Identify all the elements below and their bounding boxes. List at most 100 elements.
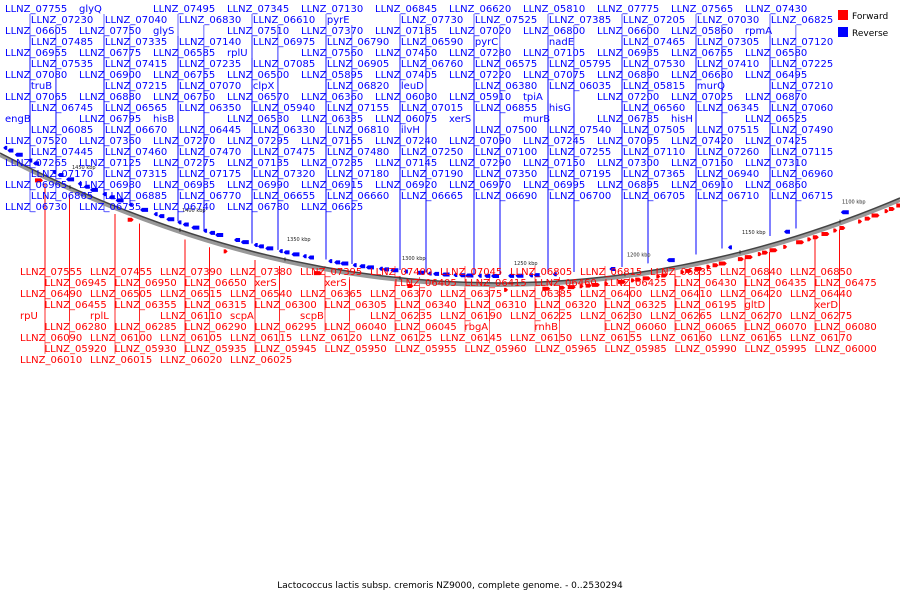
gene-label: LLNZ_06110 xyxy=(160,311,222,322)
gene-label: LLNZ_06015 xyxy=(90,355,152,366)
forward-gene-arrow xyxy=(694,266,703,271)
reverse-gene-arrow xyxy=(77,181,82,186)
gene-label: LLNZ_07560 xyxy=(301,48,363,59)
reverse-gene-arrow xyxy=(433,271,440,276)
backbone-line xyxy=(0,152,900,284)
gene-label: LLNZ_06010 xyxy=(20,355,82,366)
gene-label: LLNZ_06660 xyxy=(327,191,389,202)
gene-label: pyrE xyxy=(327,15,350,26)
gene-label: tpiA xyxy=(523,92,543,103)
gene-label: LLNZ_06270 xyxy=(720,311,782,322)
gene-label: LLNZ_06285 xyxy=(115,322,177,333)
gene-label: LLNZ_06730 xyxy=(5,202,67,213)
gene-label: LLNZ_06275 xyxy=(790,311,852,322)
gene-label: hisB xyxy=(153,114,174,125)
legend-forward-label: Forward xyxy=(852,12,888,22)
gene-label: LLNZ_06790 xyxy=(327,37,389,48)
gene-label: LLNZ_07065 xyxy=(5,92,67,103)
gene-label: xerS xyxy=(255,278,277,289)
gene-label: LLNZ_06940 xyxy=(697,169,759,180)
gene-label: LLNZ_06150 xyxy=(510,333,572,344)
forward-gene-arrow xyxy=(313,271,322,276)
gene-label: LLNZ_06385 xyxy=(510,289,572,300)
gene-label: LLNZ_06325 xyxy=(605,300,667,311)
gene-label: LLNZ_06155 xyxy=(580,333,642,344)
gene-label: LLNZ_07075 xyxy=(523,70,585,81)
reverse-gene-arrow xyxy=(108,195,115,200)
gene-label: LLNZ_07040 xyxy=(105,15,167,26)
gene-label: LLNZ_06820 xyxy=(327,81,389,92)
gene-label: LLNZ_06805 xyxy=(510,267,572,278)
scale-tick-label: 1350 kbp xyxy=(287,237,311,243)
gene-label: LLNZ_07285 xyxy=(301,158,363,169)
forward-gene-arrow xyxy=(871,213,880,218)
forward-gene-arrow xyxy=(783,244,788,249)
gene-label: LLNZ_07470 xyxy=(179,147,241,158)
gene-label: LLNZ_07360 xyxy=(79,136,141,147)
gene-label: LLNZ_06235 xyxy=(370,311,432,322)
gene-label: LLNZ_07315 xyxy=(105,169,167,180)
gene-label: LLNZ_06795 xyxy=(79,114,141,125)
reverse-gene-arrow xyxy=(552,272,557,277)
gene-label: LLNZ_07105 xyxy=(523,48,585,59)
reverse-gene-arrow xyxy=(209,230,216,235)
gene-label: LLNZ_06680 xyxy=(671,70,733,81)
forward-gene-arrow xyxy=(127,217,134,222)
gene-labels: LLNZ_07755 glyQ LLNZ_07495 LLNZ_07345 LLNZ_0… xyxy=(5,4,877,366)
backbone-shadow xyxy=(0,153,900,287)
gene-label: LLNZ_07475 xyxy=(253,147,315,158)
legend-reverse-label: Reverse xyxy=(852,29,889,39)
gene-label: LLNZ_06760 xyxy=(401,59,463,70)
gene-label: LLNZ_06300 xyxy=(255,300,317,311)
reverse-gene-arrow xyxy=(215,232,224,237)
reverse-gene-arrow xyxy=(334,260,341,265)
reverse-gene-arrow xyxy=(340,261,349,266)
gene-label: LLNZ_06165 xyxy=(720,333,782,344)
gene-label: LLNZ_07565 xyxy=(671,4,733,15)
reverse-gene-arrow xyxy=(378,266,383,271)
reverse-gene-arrow xyxy=(515,273,524,278)
gene-label: LLNZ_07160 xyxy=(671,158,733,169)
gene-label: LLNZ_07255 xyxy=(549,147,611,158)
gene-label: LLNZ_06970 xyxy=(449,180,511,191)
gene-label: LLNZ_07200 xyxy=(597,92,659,103)
gene-label: LLNZ_06350 xyxy=(179,103,241,114)
reverse-gene-arrow xyxy=(302,254,307,259)
gene-label: ilvH xyxy=(401,125,420,136)
gene-label: LLNZ_07150 xyxy=(523,158,585,169)
gene-label: LLNZ_06430 xyxy=(675,278,737,289)
forward-gene-arrow xyxy=(807,237,812,242)
gene-label: LLNZ_06435 xyxy=(745,278,807,289)
gene-label: LLNZ_07520 xyxy=(5,136,67,147)
reverse-gene-arrow xyxy=(7,148,14,153)
gene-label: rplU xyxy=(227,48,248,59)
gene-label: LLNZ_06840 xyxy=(720,267,782,278)
forward-gene-arrow xyxy=(718,261,727,266)
gene-label: LLNZ_07430 xyxy=(745,4,807,15)
reverse-gene-arrow xyxy=(203,228,208,233)
reverse-gene-arrow xyxy=(158,214,165,219)
gene-label: LLNZ_06170 xyxy=(790,333,852,344)
gene-label: LLNZ_05990 xyxy=(675,344,737,355)
label-leader-lines xyxy=(29,14,840,354)
forward-gene-arrow xyxy=(833,228,838,233)
gene-label: LLNZ_07350 xyxy=(475,169,537,180)
gene-label: LLNZ_06665 xyxy=(401,191,463,202)
gene-label: LLNZ_06400 xyxy=(580,289,642,300)
gene-label: LLNZ_06115 xyxy=(230,333,292,344)
gene-label: LLNZ_07485 xyxy=(31,37,93,48)
gene-label: LLNZ_06020 xyxy=(160,355,222,366)
gene-label: LLNZ_06230 xyxy=(580,311,642,322)
gene-label: LLNZ_07095 xyxy=(597,136,659,147)
gene-label: LLNZ_07045 xyxy=(440,267,502,278)
gene-label: LLNZ_07460 xyxy=(105,147,167,158)
reverse-gene-arrow xyxy=(83,184,90,189)
gene-label: LLNZ_06850 xyxy=(790,267,852,278)
gene-label: LLNZ_06375 xyxy=(440,289,502,300)
gene-label: LLNZ_06525 xyxy=(745,114,807,125)
gene-label: murB xyxy=(523,114,550,125)
gene-label: rbgA xyxy=(465,322,489,333)
reverse-gene-arrow xyxy=(66,177,75,182)
gene-label: LLNZ_07020 xyxy=(449,26,511,37)
